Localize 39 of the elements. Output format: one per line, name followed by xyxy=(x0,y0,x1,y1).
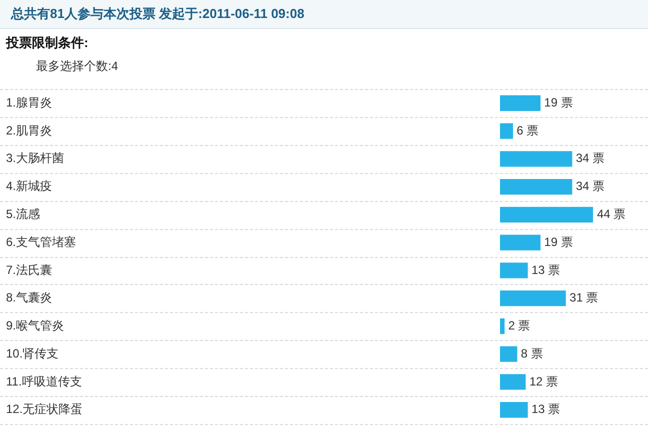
text: 最多选择个数:4 xyxy=(36,58,118,74)
y-tick-label: 5.流感 xyxy=(6,206,40,221)
y-tick-label: 1.腺胃炎 xyxy=(6,95,52,110)
data-label: 6 票 xyxy=(516,123,539,138)
bar xyxy=(500,290,566,306)
y-tick-label: 4.新城疫 xyxy=(6,179,52,194)
y-tick-label: 7.法氏囊 xyxy=(6,262,52,277)
bar xyxy=(500,178,572,195)
data-label: 44 票 xyxy=(597,206,626,221)
y-tick-label: 2.肌胃炎 xyxy=(6,123,52,138)
y-tick-label: 3.大肠杆菌 xyxy=(6,151,64,166)
y-tick-label: 8.气囊炎 xyxy=(6,290,52,305)
bar xyxy=(500,123,514,139)
bar xyxy=(500,234,540,250)
data-label: 19 票 xyxy=(544,234,573,249)
data-label: 8 票 xyxy=(520,346,543,360)
bar xyxy=(500,151,572,167)
bar xyxy=(500,374,526,390)
text: 投票限制条件: xyxy=(6,35,88,51)
bar xyxy=(500,402,528,418)
data-label: 31 票 xyxy=(570,290,598,305)
text: 总共有81人参与本次投票 发起于:2011-06-11 09:08 xyxy=(0,0,648,29)
y-tick-label: 9.喉气管炎 xyxy=(6,318,64,333)
bar xyxy=(500,262,528,278)
data-label: 19 票 xyxy=(544,95,573,110)
data-label: 34 票 xyxy=(576,151,605,166)
data-label: 13 票 xyxy=(531,402,560,416)
bar xyxy=(500,346,518,362)
y-tick-label: 12.无症状降蛋 xyxy=(6,402,83,416)
bar xyxy=(500,318,505,334)
data-label: 2 票 xyxy=(508,318,530,333)
bar xyxy=(500,206,593,223)
data-label: 13 票 xyxy=(531,262,560,277)
bar xyxy=(500,95,540,111)
y-tick-label: 6.支气管堵塞 xyxy=(6,234,76,249)
y-tick-label: 10.肾传支 xyxy=(6,346,59,360)
data-label: 12 票 xyxy=(529,374,558,388)
data-label: 34 票 xyxy=(576,179,605,194)
y-tick-label: 11.呼吸道传支 xyxy=(6,374,82,388)
